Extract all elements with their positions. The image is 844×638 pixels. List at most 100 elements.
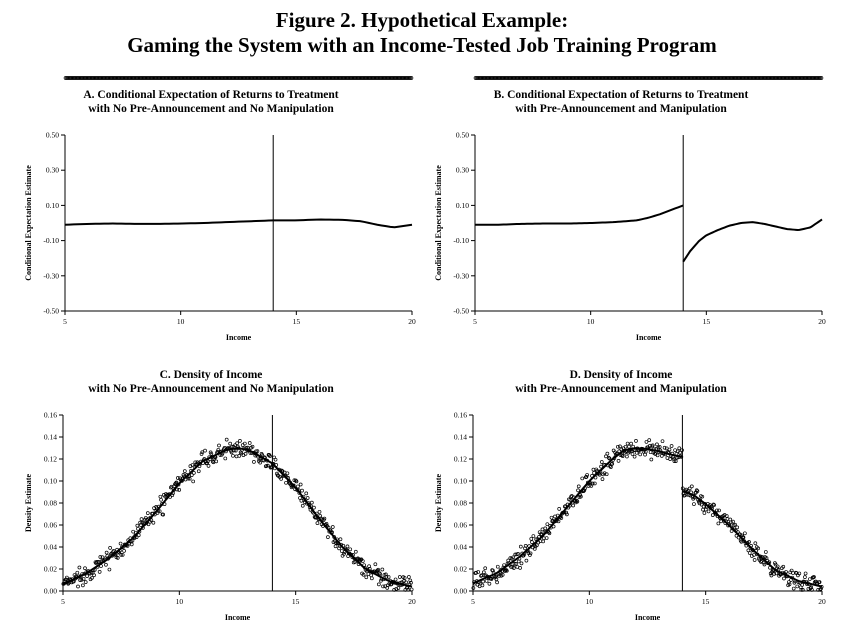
panel-a-y-axis-label: Conditional Expectation Estimate — [24, 165, 33, 281]
panel-d-data-point — [600, 477, 605, 482]
panel-a-data-point — [241, 76, 246, 80]
panel-d-y-tick-label: 0.14 — [454, 433, 467, 442]
panel-c-data-point — [408, 578, 413, 583]
panel-a-data-point — [160, 76, 165, 80]
panel-b-data-point — [801, 76, 805, 80]
panel-a-data-point — [278, 76, 283, 80]
panel-d-data-point — [625, 441, 630, 446]
panel-a-data-point — [233, 76, 238, 80]
panel-a-data-point — [225, 76, 230, 80]
panel-b-data-point — [613, 76, 618, 80]
panel-d-data-point — [800, 582, 804, 587]
panel-b-data-point — [696, 76, 701, 80]
panel-b-data-point — [692, 76, 697, 80]
panel-d-data-point — [716, 521, 721, 526]
panel-a-fit-curve-1 — [64, 218, 413, 229]
panel-b-x-tick-label: 15 — [703, 317, 711, 326]
panel-b-data-point — [642, 76, 647, 80]
panel-a-data-point — [100, 76, 105, 80]
panel-a: A. Conditional Expectation of Returns to… — [0, 76, 422, 358]
panel-a-data-point — [306, 76, 311, 80]
panel-a-data-point — [254, 76, 259, 80]
panel-a-data-point — [341, 76, 346, 80]
panel-a-data-point — [396, 76, 401, 80]
panel-d-data-point — [484, 579, 489, 583]
panel-d-data-point — [762, 562, 767, 567]
panel-d-y-tick-label: 0.06 — [454, 521, 467, 530]
panel-b-data-point — [636, 76, 641, 80]
panel-b-data-point — [543, 76, 547, 80]
panel-b-data-point — [643, 76, 648, 80]
panel-b-data-point — [637, 76, 642, 80]
panel-c-data-point — [393, 577, 398, 582]
panel-a-data-point — [206, 76, 210, 80]
panel-d-data-point — [712, 503, 717, 507]
panel-c-data-point — [122, 549, 126, 553]
panel-b-data-point — [482, 76, 487, 80]
panel-c-data-point — [309, 500, 314, 505]
panel-d-data-point — [800, 588, 805, 592]
panel-a-data-point — [312, 76, 317, 80]
panel-d-data-point — [769, 573, 774, 578]
panel-d-data-point — [657, 445, 662, 449]
panel-c-data-point — [229, 450, 234, 455]
panel-b-data-point — [551, 76, 555, 80]
panel-c-data-point — [243, 452, 248, 456]
panel-a-data-point — [229, 76, 233, 80]
panel-b-data-point — [738, 76, 743, 80]
panel-d-data-point — [576, 488, 580, 493]
panel-b-data-point — [681, 76, 686, 80]
panel-b-data-point — [617, 76, 621, 80]
panel-a-data-point — [281, 76, 285, 80]
panel-d-data-point — [787, 580, 791, 584]
panel-b-data-point — [806, 76, 811, 80]
panel-a-data-point — [77, 76, 82, 80]
panel-c-data-point — [373, 562, 378, 567]
panel-a-data-point — [174, 76, 179, 80]
panel-c-data-point — [353, 549, 358, 554]
panel-a-data-point — [203, 76, 208, 80]
panel-c-data-point — [139, 517, 144, 521]
panel-b-data-point — [535, 76, 539, 80]
panel-c-data-point — [300, 488, 304, 493]
panel-a-data-point — [216, 76, 221, 80]
panel-d-data-point — [557, 507, 562, 511]
panel-d-data-point — [729, 520, 733, 525]
panel-d-data-point — [644, 440, 649, 444]
panel-c-data-point — [85, 574, 89, 578]
panel-b-data-point — [773, 76, 778, 80]
panel-a-data-point — [251, 76, 255, 80]
panel-b-data-point — [721, 76, 725, 80]
panel-b-data-point — [587, 76, 591, 80]
panel-c-data-point — [205, 459, 210, 464]
panel-a-data-point — [311, 76, 315, 80]
panel-d-y-tick-label: 0.02 — [454, 565, 467, 574]
panel-a-data-point — [184, 76, 188, 80]
panel-a-data-point — [214, 76, 218, 80]
panel-c-data-point — [119, 553, 124, 557]
panel-a-data-point — [322, 76, 327, 80]
panel-b-data-point — [583, 76, 588, 80]
panel-b-y-tick-label: 0.50 — [456, 131, 469, 140]
panel-a-data-point — [209, 76, 214, 80]
panel-b-data-point — [503, 76, 508, 80]
panel-c-data-point — [242, 441, 247, 446]
panel-a-data-point — [369, 76, 373, 80]
panel-c-data-point — [224, 437, 229, 442]
panel-b-data-point — [804, 76, 809, 80]
panel-b-data-point — [513, 76, 517, 80]
panel-b-data-point — [580, 76, 584, 80]
panel-b-data-point — [729, 76, 734, 80]
panel-c-data-point — [182, 469, 187, 473]
panel-d-data-point — [592, 481, 597, 486]
panel-b-data-point — [725, 76, 730, 80]
panel-b-data-point — [488, 76, 493, 80]
panel-a-data-point — [407, 76, 411, 80]
panel-a-data-point — [379, 76, 384, 80]
panel-b-data-point — [624, 76, 628, 80]
panel-b-data-point — [679, 76, 684, 80]
panel-b-data-point — [698, 76, 702, 80]
panel-b-data-point — [557, 76, 561, 80]
panel-c-data-point — [134, 535, 139, 539]
panel-b-data-point — [622, 76, 627, 80]
